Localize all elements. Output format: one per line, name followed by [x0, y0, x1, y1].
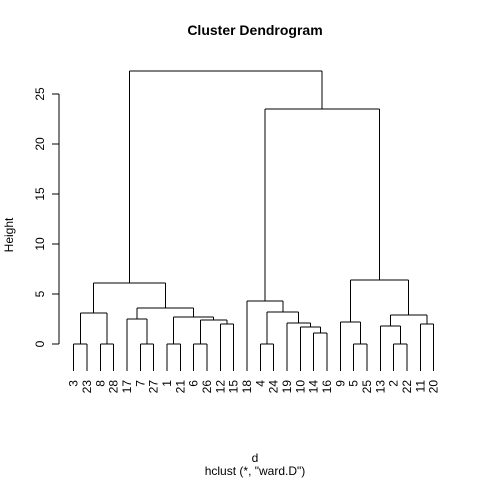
x-axis-label: d: [252, 451, 259, 465]
method-sublabel: hclust (*, "ward.D"): [205, 464, 306, 478]
leaf-label: 4: [253, 380, 267, 387]
leaf-label: 9: [333, 380, 347, 387]
leaf-label: 17: [120, 380, 134, 394]
leaf-label: 3: [67, 380, 81, 387]
leaf-label: 5: [347, 380, 361, 387]
leaf-label: 15: [227, 380, 241, 394]
leaf-label: 16: [320, 380, 334, 394]
leaf-label: 6: [187, 380, 201, 387]
dendrogram-tree: [73, 70, 435, 371]
leaf-label: 12: [213, 380, 227, 394]
leaf-label: 22: [400, 380, 414, 394]
y-tick-label: 25: [33, 87, 47, 101]
y-tick-label: 10: [33, 237, 47, 251]
leaf-label: 8: [93, 380, 107, 387]
leaf-label: 24: [267, 380, 281, 394]
leaf-label: 21: [173, 380, 187, 394]
y-axis: 0 5 10 15 20 25: [33, 87, 60, 347]
leaf-label: 19: [280, 380, 294, 394]
leaf-label: 25: [360, 380, 374, 394]
leaf-label: 20: [427, 380, 441, 394]
leaf-label: 14: [307, 380, 321, 394]
y-tick-label: 15: [33, 187, 47, 201]
leaf-label: 18: [240, 380, 254, 394]
y-tick-label: 0: [33, 340, 47, 347]
leaf-label: 26: [200, 380, 214, 394]
leaf-label: 23: [80, 380, 94, 394]
leaf-label: 10: [293, 380, 307, 394]
y-tick-label: 20: [33, 137, 47, 151]
leaf-label: 27: [147, 380, 161, 394]
leaf-label: 11: [413, 380, 427, 393]
chart-title: Cluster Dendrogram: [187, 22, 322, 38]
leaf-label: 1: [160, 380, 174, 387]
y-tick-label: 5: [33, 290, 47, 297]
leaf-labels: 3 23 8 28 17 7 27 1 21 6 26 12 15 18 4 24 19 10 14 16 9 5 25 13…: [67, 380, 441, 394]
leaf-label: 13: [373, 380, 387, 394]
leaf-label: 28: [107, 380, 121, 394]
leaf-label: 7: [133, 380, 147, 387]
leaf-label: 2: [387, 380, 401, 387]
y-axis-label: Height: [2, 217, 16, 252]
